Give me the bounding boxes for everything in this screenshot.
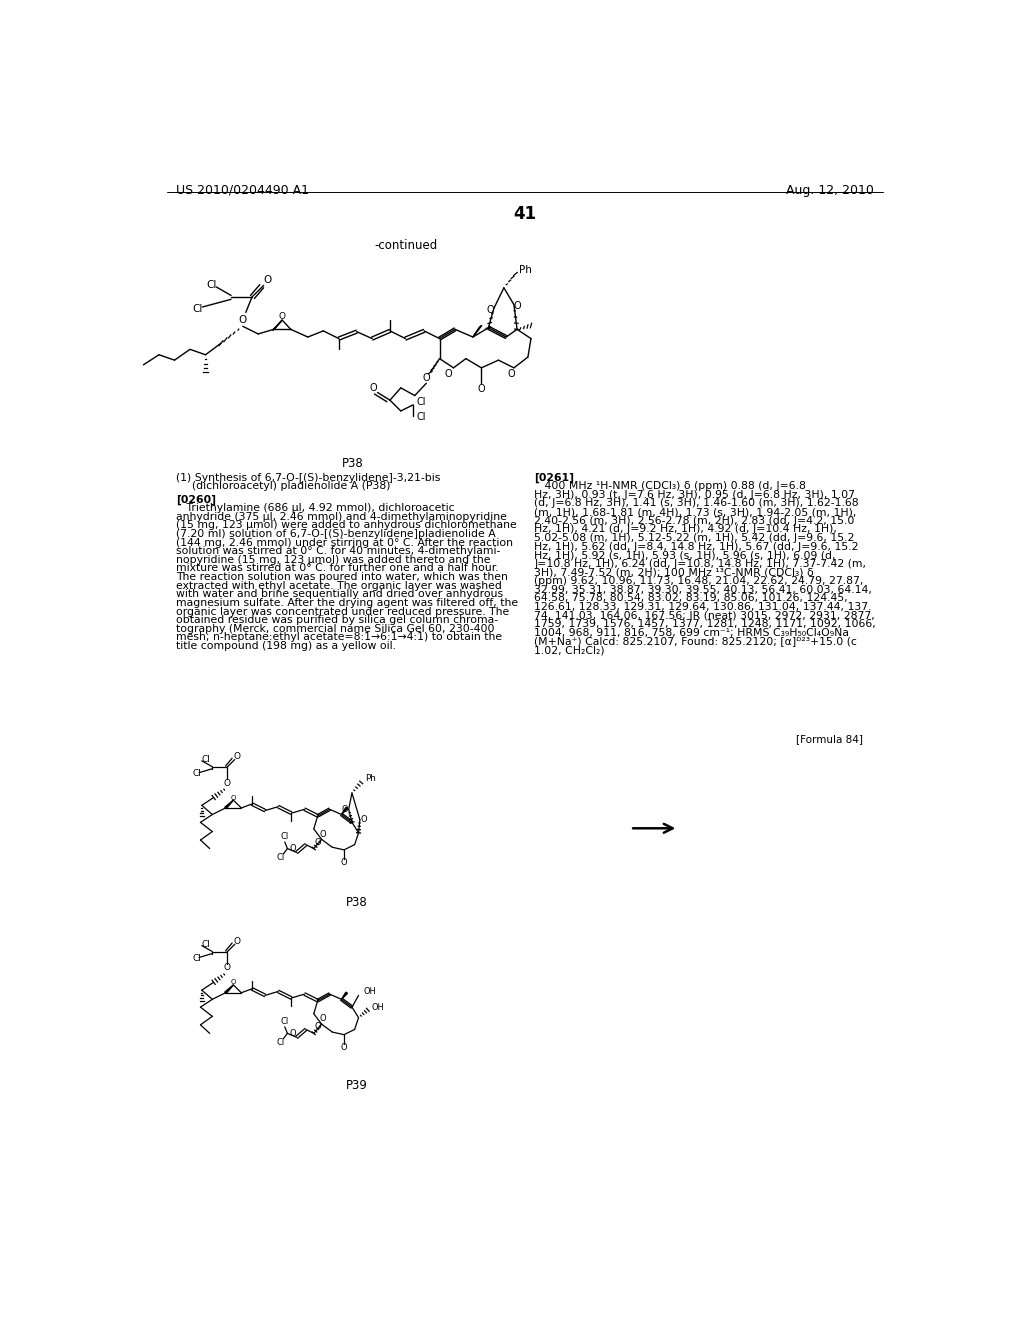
Text: O: O	[319, 830, 327, 838]
Text: (ppm) 9.62, 10.96, 11.73, 16.48, 21.04, 22.62, 24.79, 27.87,: (ppm) 9.62, 10.96, 11.73, 16.48, 21.04, …	[535, 576, 863, 586]
Text: (15 mg, 123 μmol) were added to anhydrous dichloromethane: (15 mg, 123 μmol) were added to anhydrou…	[176, 520, 517, 531]
Polygon shape	[225, 985, 233, 994]
Text: OH: OH	[364, 987, 377, 997]
Text: O: O	[477, 384, 485, 393]
Text: organic layer was concentrated under reduced pressure. The: organic layer was concentrated under red…	[176, 607, 509, 616]
Text: Cl: Cl	[416, 412, 426, 422]
Text: [0261]: [0261]	[535, 473, 574, 483]
Polygon shape	[272, 321, 283, 330]
Text: Hz, 1H), 5.62 (dd, J=8.4, 14.8 Hz, 1H), 5.67 (dd, J=9.6, 15.2: Hz, 1H), 5.62 (dd, J=8.4, 14.8 Hz, 1H), …	[535, 541, 858, 552]
Text: O: O	[444, 370, 452, 379]
Text: [0260]: [0260]	[176, 495, 216, 504]
Text: Cl: Cl	[281, 1018, 289, 1026]
Text: P38: P38	[342, 457, 364, 470]
Text: (1) Synthesis of 6,7-O-[(S)-benzylidene]-3,21-bis: (1) Synthesis of 6,7-O-[(S)-benzylidene]…	[176, 473, 440, 483]
Polygon shape	[341, 808, 347, 814]
Text: with water and brine sequentially and dried over anhydrous: with water and brine sequentially and dr…	[176, 589, 503, 599]
Text: Cl: Cl	[193, 770, 202, 779]
Text: O: O	[341, 805, 348, 814]
Polygon shape	[341, 993, 347, 999]
Text: 32.99, 35.31, 38.87, 39.30, 39.55, 40.13, 56.41, 60.03, 64.14,: 32.99, 35.31, 38.87, 39.30, 39.55, 40.13…	[535, 585, 872, 595]
Text: P38: P38	[346, 896, 368, 909]
Text: Ph: Ph	[519, 265, 532, 275]
Text: J=10.8 Hz, 1H), 6.24 (dd, J=10.8, 14.8 Hz, 1H), 7.37-7.42 (m,: J=10.8 Hz, 1H), 6.24 (dd, J=10.8, 14.8 H…	[535, 558, 866, 569]
Text: The reaction solution was poured into water, which was then: The reaction solution was poured into wa…	[176, 572, 508, 582]
Text: O: O	[486, 305, 495, 315]
Text: -continued: -continued	[375, 239, 437, 252]
Text: O: O	[314, 837, 322, 846]
Text: 1004, 968, 911, 816, 758, 699 cm⁻¹; HRMS C₃₉H₅₀Cl₄O₉Na: 1004, 968, 911, 816, 758, 699 cm⁻¹; HRMS…	[535, 628, 849, 638]
Text: Cl: Cl	[276, 1038, 285, 1047]
Text: Triethylamine (686 μl, 4.92 mmol), dichloroacetic: Triethylamine (686 μl, 4.92 mmol), dichl…	[176, 503, 455, 513]
Text: Cl: Cl	[281, 833, 289, 841]
Text: Hz, 3H), 0.93 (t, J=7.6 Hz, 3H), 0.95 (d, J=6.8 Hz, 3H), 1.07: Hz, 3H), 0.93 (t, J=7.6 Hz, 3H), 0.95 (d…	[535, 490, 855, 500]
Text: O: O	[279, 312, 286, 321]
Text: 41: 41	[513, 205, 537, 223]
Text: O: O	[239, 315, 247, 325]
Text: O: O	[290, 843, 296, 853]
Text: O: O	[341, 858, 347, 867]
Text: (144 mg, 2.46 mmol) under stirring at 0° C. After the reaction: (144 mg, 2.46 mmol) under stirring at 0°…	[176, 537, 513, 548]
Text: solution was stirred at 0° C. for 40 minutes, 4-dimethylami-: solution was stirred at 0° C. for 40 min…	[176, 546, 501, 556]
Text: 1.02, CH₂Cl₂): 1.02, CH₂Cl₂)	[535, 645, 605, 655]
Text: 2.40-2.56 (m, 3H), 2.56-2.78 (m, 2H), 2.83 (dd, J=4.2, 15.0: 2.40-2.56 (m, 3H), 2.56-2.78 (m, 2H), 2.…	[535, 516, 854, 525]
Text: (M+Na⁺) Calcd: 825.2107, Found: 825.2120; [α]ᴰ²³+15.0 (c: (M+Na⁺) Calcd: 825.2107, Found: 825.2120…	[535, 636, 857, 647]
Text: obtained residue was purified by silica gel column chroma-: obtained residue was purified by silica …	[176, 615, 498, 626]
Text: Hz, 1H), 4.21 (d, J=9.2 Hz, 1H), 4.92 (d, J=10.4 Hz, 1H),: Hz, 1H), 4.21 (d, J=9.2 Hz, 1H), 4.92 (d…	[535, 524, 837, 535]
Text: Cl: Cl	[202, 940, 210, 949]
Text: tography (Merck, commercial name Silica Gel 60, 230-400: tography (Merck, commercial name Silica …	[176, 624, 495, 634]
Text: Cl: Cl	[276, 853, 285, 862]
Text: anhydride (375 μl, 2.46 mmol) and 4-dimethylaminopyridine: anhydride (375 μl, 2.46 mmol) and 4-dime…	[176, 512, 507, 521]
Text: [Formula 84]: [Formula 84]	[796, 734, 863, 744]
Text: O: O	[233, 937, 241, 945]
Text: 5.02-5.08 (m, 1H), 5.12-5.22 (m, 1H), 5.42 (dd, J=9.6, 15.2: 5.02-5.08 (m, 1H), 5.12-5.22 (m, 1H), 5.…	[535, 533, 854, 543]
Text: Cl: Cl	[207, 280, 217, 289]
Text: magnesium sulfate. After the drying agent was filtered off, the: magnesium sulfate. After the drying agen…	[176, 598, 518, 609]
Text: O: O	[233, 752, 241, 760]
Text: O: O	[223, 779, 230, 788]
Text: O: O	[370, 383, 378, 393]
Text: O: O	[341, 1043, 347, 1052]
Text: O: O	[223, 964, 230, 973]
Text: extracted with ethyl acetate. The organic layer was washed: extracted with ethyl acetate. The organi…	[176, 581, 502, 590]
Text: 126.61, 128.33, 129.31, 129.64, 130.86, 131.04, 137.44, 137.: 126.61, 128.33, 129.31, 129.64, 130.86, …	[535, 602, 871, 612]
Text: mesh; n-heptane:ethyl acetate=8:1→6:1→4:1) to obtain the: mesh; n-heptane:ethyl acetate=8:1→6:1→4:…	[176, 632, 502, 643]
Text: title compound (198 mg) as a yellow oil.: title compound (198 mg) as a yellow oil.	[176, 642, 396, 651]
Text: 74, 141.03, 164.06, 167.56; IR (neat) 3015, 2972, 2931, 2877,: 74, 141.03, 164.06, 167.56; IR (neat) 30…	[535, 611, 874, 620]
Text: 1759, 1739, 1576, 1457, 1377, 1281, 1248, 1171, 1092, 1066,: 1759, 1739, 1576, 1457, 1377, 1281, 1248…	[535, 619, 876, 630]
Text: Ph: Ph	[366, 774, 376, 783]
Text: O: O	[290, 1028, 296, 1038]
Text: Cl: Cl	[193, 305, 203, 314]
Text: (dichloroacetyl) pladienolide A (P38): (dichloroacetyl) pladienolide A (P38)	[191, 482, 390, 491]
Text: Cl: Cl	[202, 755, 210, 764]
Text: (m, 1H), 1.68-1.81 (m, 4H), 1.73 (s, 3H), 1.94-2.05 (m, 1H),: (m, 1H), 1.68-1.81 (m, 4H), 1.73 (s, 3H)…	[535, 507, 856, 517]
Text: O: O	[230, 979, 237, 985]
Text: O: O	[508, 370, 515, 379]
Text: (d, J=6.8 Hz, 3H), 1.41 (s, 3H), 1.46-1.60 (m, 3H), 1.62-1.68: (d, J=6.8 Hz, 3H), 1.41 (s, 3H), 1.46-1.…	[535, 499, 859, 508]
Text: 400 MHz ¹H-NMR (CDCl₃) δ (ppm) 0.88 (d, J=6.8: 400 MHz ¹H-NMR (CDCl₃) δ (ppm) 0.88 (d, …	[535, 482, 806, 491]
Text: O: O	[263, 275, 271, 285]
Text: 64.58, 75.78, 80.54, 83.02, 83.19, 85.06, 101.26, 124.45,: 64.58, 75.78, 80.54, 83.02, 83.19, 85.06…	[535, 593, 848, 603]
Text: O: O	[314, 1022, 322, 1031]
Text: Cl: Cl	[416, 397, 426, 407]
Text: mixture was stirred at 0° C. for further one and a half hour.: mixture was stirred at 0° C. for further…	[176, 564, 499, 573]
Text: (7.20 ml) solution of 6,7-O-[(S)-benzylidene]pladienolide A: (7.20 ml) solution of 6,7-O-[(S)-benzyli…	[176, 529, 496, 539]
Text: P39: P39	[346, 1078, 368, 1092]
Text: US 2010/0204490 A1: US 2010/0204490 A1	[176, 183, 309, 197]
Text: Aug. 12, 2010: Aug. 12, 2010	[785, 183, 873, 197]
Text: O: O	[513, 301, 521, 312]
Text: nopyridine (15 mg, 123 μmol) was added thereto and the: nopyridine (15 mg, 123 μmol) was added t…	[176, 554, 490, 565]
Text: Cl: Cl	[193, 954, 202, 964]
Text: O: O	[360, 816, 368, 824]
Text: O: O	[230, 795, 237, 800]
Text: OH: OH	[372, 1003, 384, 1011]
Polygon shape	[473, 325, 482, 337]
Polygon shape	[225, 800, 233, 809]
Text: O: O	[423, 372, 430, 383]
Text: O: O	[319, 1015, 327, 1023]
Text: 3H), 7.49-7.52 (m, 2H); 100 MHz ¹³C-NMR (CDCl₃) δ: 3H), 7.49-7.52 (m, 2H); 100 MHz ¹³C-NMR …	[535, 568, 814, 577]
Text: Hz, 1H), 5.92 (s, 1H), 5.93 (s, 1H), 5.96 (s, 1H), 6.09 (d,: Hz, 1H), 5.92 (s, 1H), 5.93 (s, 1H), 5.9…	[535, 550, 836, 560]
